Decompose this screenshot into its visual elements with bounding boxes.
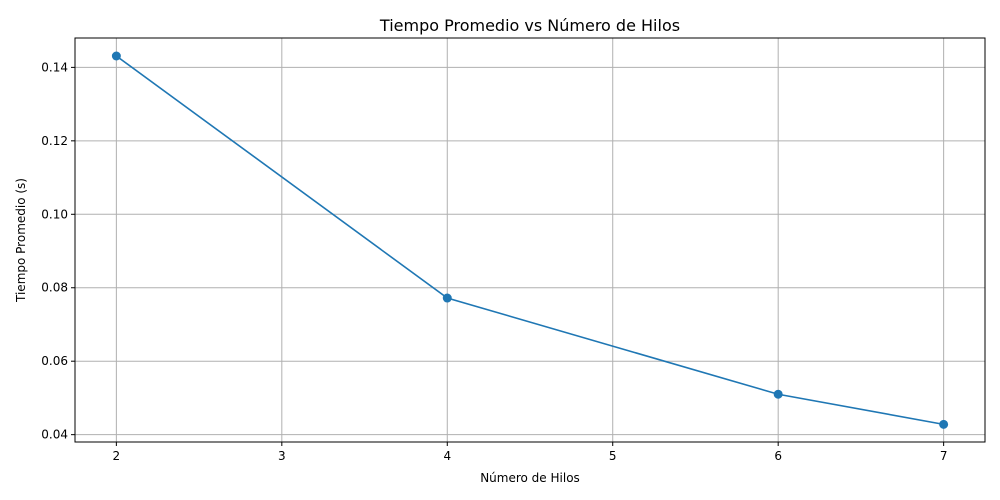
data-point bbox=[111, 51, 121, 61]
data-point bbox=[939, 419, 949, 429]
x-tick-label: 2 bbox=[113, 449, 121, 463]
x-tick-label: 5 bbox=[609, 449, 617, 463]
y-tick-label: 0.14 bbox=[41, 60, 68, 74]
series-line bbox=[115, 55, 944, 426]
y-tick-label: 0.10 bbox=[41, 207, 68, 221]
chart-title: Tiempo Promedio vs Número de Hilos bbox=[379, 16, 680, 35]
series-layer bbox=[111, 51, 949, 429]
y-tick-label: 0.04 bbox=[41, 428, 68, 442]
x-tick-label: 4 bbox=[443, 449, 451, 463]
x-axis-label: Número de Hilos bbox=[480, 471, 580, 485]
grid-layer bbox=[75, 38, 985, 442]
y-tick-label: 0.08 bbox=[41, 281, 68, 295]
y-tick-label: 0.06 bbox=[41, 354, 68, 368]
data-point bbox=[773, 389, 783, 399]
data-point bbox=[442, 293, 452, 303]
y-axis-label: Tiempo Promedio (s) bbox=[14, 178, 28, 303]
x-tick-label: 7 bbox=[940, 449, 948, 463]
y-tick-label: 0.12 bbox=[41, 134, 68, 148]
tick-layer: 2 3 4 5 6 7 0.04 0.06 0.08 0.10 0.12 0.14 bbox=[41, 60, 947, 463]
x-tick-label: 6 bbox=[774, 449, 782, 463]
x-tick-label: 3 bbox=[278, 449, 286, 463]
plot-frame bbox=[74, 37, 986, 443]
